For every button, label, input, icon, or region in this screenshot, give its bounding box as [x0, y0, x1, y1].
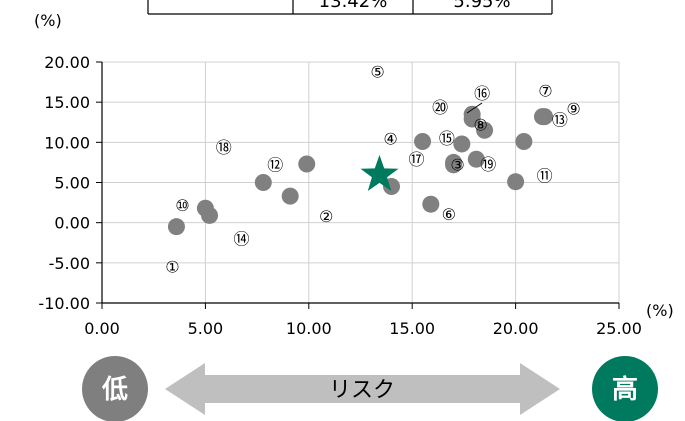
data-point	[467, 150, 485, 168]
high-risk-label: 高	[612, 374, 638, 405]
data-point	[201, 206, 219, 224]
x-tick-label: 15.00	[389, 319, 435, 338]
data-points	[167, 105, 554, 236]
point-label: ⑮	[439, 129, 455, 148]
data-point	[515, 133, 533, 151]
x-tick-label: 5.00	[188, 319, 224, 338]
x-tick-label: 0.00	[84, 319, 120, 338]
data-point	[507, 173, 525, 191]
point-label: ⑪	[537, 167, 553, 186]
point-label: ⑤	[370, 63, 384, 82]
point-label: ③	[450, 155, 464, 174]
point-label: ⑧	[473, 115, 487, 134]
point-label: ②	[319, 207, 333, 226]
y-tick-label: -10.00	[38, 294, 90, 313]
y-tick-label: -5.00	[49, 254, 90, 273]
point-label: ⑥	[442, 205, 456, 224]
low-risk-label: 低	[101, 375, 128, 405]
data-point	[167, 218, 185, 236]
risk-arrow-label: リスク	[329, 378, 395, 403]
data-point	[463, 110, 481, 128]
point-label: ⑰	[409, 150, 425, 169]
x-axis-unit: (%)	[646, 301, 674, 320]
data-point	[476, 121, 494, 139]
point-label: ①	[165, 258, 179, 277]
x-tick-label: 25.00	[596, 319, 642, 338]
data-table: 13.42% 5.95%	[147, 0, 553, 15]
point-label: ⑦	[538, 82, 552, 101]
point-label: ⑬	[552, 111, 568, 130]
point-label: ⑨	[566, 100, 580, 119]
risk-arrow	[165, 363, 560, 415]
data-point	[536, 108, 554, 126]
y-tick-label: 20.00	[44, 53, 90, 72]
x-tick-label: 10.00	[286, 319, 332, 338]
point-label: ⑲	[480, 155, 496, 174]
data-point	[453, 135, 471, 153]
point-label: ⑳	[432, 98, 448, 117]
data-point	[298, 155, 316, 173]
y-tick-label: 0.00	[54, 214, 90, 233]
data-point	[281, 187, 299, 205]
table-cell-return: 13.42%	[319, 0, 388, 12]
label-leader-line	[466, 102, 483, 114]
point-label: ⑱	[216, 138, 232, 157]
point-label: ④	[383, 130, 397, 149]
y-tick-label: 15.00	[44, 93, 90, 112]
data-point	[414, 133, 432, 151]
data-point	[254, 174, 272, 191]
high-risk-circle	[592, 356, 658, 421]
point-label: ⑫	[267, 156, 283, 175]
x-tick-label: 20.00	[493, 319, 539, 338]
risk-scale: 低 リスク 高	[82, 356, 658, 421]
y-axis-unit: (%)	[34, 11, 62, 30]
highlight-star-point	[360, 154, 399, 191]
point-label: ⑩	[175, 196, 189, 215]
data-point	[445, 156, 463, 174]
tick-labels: 0.00 5.00 10.00 15.00 20.00 25.00 -10.00 -5.00 0…	[38, 53, 641, 338]
axes: (%) (%)	[34, 11, 674, 320]
point-label: ⑯	[474, 84, 490, 103]
data-point	[422, 195, 440, 213]
y-tick-label: 5.00	[54, 174, 90, 193]
y-tick-label: 10.00	[44, 133, 90, 152]
table-cell-risk: 5.95%	[453, 0, 510, 12]
low-risk-circle	[82, 356, 148, 421]
point-label: ⑭	[234, 229, 250, 248]
grid	[102, 61, 620, 303]
point-labels: ① ② ③ ④ ⑤ ⑥ ⑦ ⑧ ⑨ ⑩ ⑪ ⑫ ⑬ ⑭ ⑮ ⑯ ⑰ ⑱ ⑲ ⑳	[165, 63, 580, 277]
